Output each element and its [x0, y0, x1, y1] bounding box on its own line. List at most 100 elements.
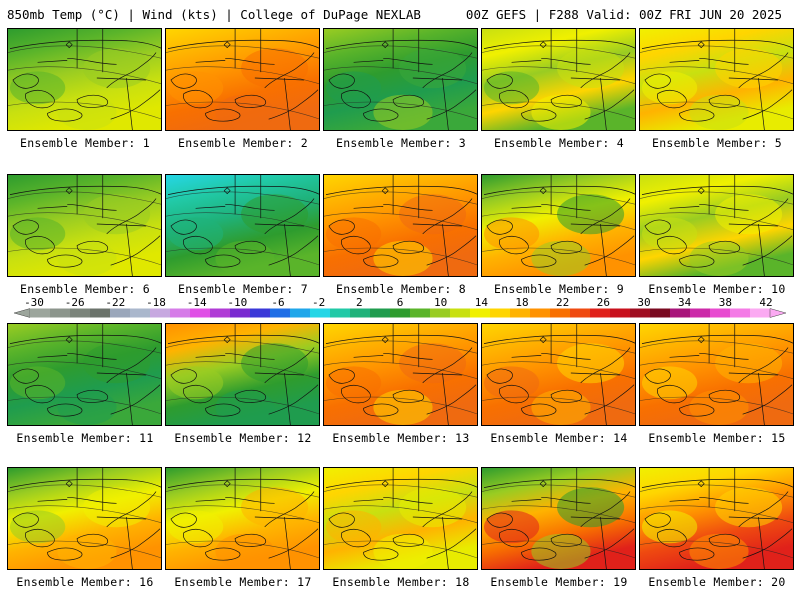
ensemble-member-label: Ensemble Member: 11: [16, 431, 154, 445]
colorbar-bin: [30, 308, 51, 318]
ensemble-map-panel: [165, 28, 320, 131]
colorbar-bin: [470, 308, 491, 318]
temperature-field-map: [482, 29, 635, 130]
colorbar-tick-label: 30: [637, 296, 651, 309]
ensemble-member-label: Ensemble Member: 19: [490, 575, 628, 589]
temperature-field-map: [8, 29, 161, 130]
colorbar-bin: [570, 308, 591, 318]
colorbar-bin: [690, 308, 711, 318]
colorbar-tick-label: -18: [146, 296, 166, 309]
ensemble-map-panel: [323, 467, 478, 570]
ensemble-map-panel: [165, 174, 320, 277]
colorbar-bin: [610, 308, 631, 318]
ensemble-map-panel: [481, 28, 636, 131]
ensemble-member-label: Ensemble Member: 3: [335, 136, 467, 150]
colorbar-tick-label: -6: [271, 296, 285, 309]
temperature-field-map: [640, 29, 793, 130]
ensemble-map-panel: [639, 28, 794, 131]
ensemble-map-panel: [7, 467, 162, 570]
ensemble-map-panel: [323, 323, 478, 426]
colorbar-tick-label: 6: [396, 296, 404, 309]
colorbar-bin: [730, 308, 751, 318]
colorbar-bin: [630, 308, 651, 318]
chart-title: 850mb Temp (°C) | Wind (kts) | College o…: [7, 7, 421, 22]
colorbar-bin: [330, 308, 351, 318]
temperature-field-map: [324, 324, 477, 425]
colorbar-bin: [650, 308, 671, 318]
temperature-field-map: [8, 324, 161, 425]
colorbar-bin: [310, 308, 331, 318]
colorbar-tick-label: 22: [556, 296, 570, 309]
ensemble-map-panel: [7, 174, 162, 277]
ensemble-member-label: Ensemble Member: 14: [490, 431, 628, 445]
ensemble-member-label: Ensemble Member: 16: [16, 575, 154, 589]
ensemble-member-label: Ensemble Member: 12: [174, 431, 312, 445]
colorbar-tick-label: 18: [515, 296, 529, 309]
colorbar-bin: [110, 308, 131, 318]
ensemble-map-panel: [165, 323, 320, 426]
colorbar-bin: [750, 308, 771, 318]
colorbar-bin: [250, 308, 271, 318]
ensemble-member-label: Ensemble Member: 17: [174, 575, 312, 589]
temperature-field-map: [8, 175, 161, 276]
temperature-field-map: [482, 175, 635, 276]
temperature-field-map: [166, 29, 319, 130]
colorbar-bin: [370, 308, 391, 318]
colorbar-tick-label: 2: [356, 296, 363, 309]
colorbar-bin: [430, 308, 451, 318]
colorbar-bin: [510, 308, 531, 318]
colorbar-tick-label: 38: [718, 296, 732, 309]
ensemble-member-label: Ensemble Member: 9: [493, 282, 625, 296]
colorbar-bin: [90, 308, 111, 318]
ensemble-member-label: Ensemble Member: 15: [648, 431, 786, 445]
valid-time-label: 00Z GEFS | F288 Valid: 00Z FRI JUN 20 20…: [465, 7, 782, 22]
temperature-field-map: [324, 468, 477, 569]
colorbar-bin: [70, 308, 91, 318]
colorbar-bin: [130, 308, 151, 318]
colorbar-bin: [450, 308, 471, 318]
temperature-field-map: [324, 175, 477, 276]
colorbar-tick-label: -30: [24, 296, 44, 309]
colorbar-bin: [390, 308, 411, 318]
colorbar-bin: [210, 308, 231, 318]
ensemble-member-label: Ensemble Member: 2: [177, 136, 309, 150]
temperature-field-map: [324, 29, 477, 130]
colorbar-tick-label: -26: [64, 296, 85, 309]
ensemble-member-label: Ensemble Member: 5: [651, 136, 783, 150]
colorbar-bin: [190, 308, 211, 318]
colorbar-bin: [550, 308, 571, 318]
colorbar-bin: [410, 308, 431, 318]
ensemble-map-panel: [323, 28, 478, 131]
temperature-field-map: [166, 324, 319, 425]
ensemble-member-label: Ensemble Member: 7: [177, 282, 309, 296]
ensemble-map-panel: [165, 467, 320, 570]
colorbar-bin: [170, 308, 191, 318]
ensemble-member-label: Ensemble Member: 1: [19, 136, 151, 150]
colorbar-bin: [290, 308, 311, 318]
ensemble-map-panel: [481, 174, 636, 277]
temperature-field-map: [166, 175, 319, 276]
colorbar-bin: [670, 308, 691, 318]
ensemble-map-panel: [7, 28, 162, 131]
colorbar-tick-label: -2: [312, 296, 326, 309]
colorbar-bin: [490, 308, 511, 318]
ensemble-map-panel: [7, 323, 162, 426]
colorbar-tick-label: 14: [474, 296, 488, 309]
colorbar-bin: [150, 308, 171, 318]
colorbar-arrow-left: [14, 308, 31, 318]
colorbar-tick-label: 26: [596, 296, 610, 309]
ensemble-member-label: Ensemble Member: 18: [332, 575, 470, 589]
ensemble-member-label: Ensemble Member: 8: [335, 282, 467, 296]
colorbar-bin: [530, 308, 551, 318]
temperature-colorbar: [14, 308, 786, 318]
colorbar-bin: [710, 308, 731, 318]
temperature-field-map: [640, 324, 793, 425]
ensemble-map-panel: [481, 323, 636, 426]
ensemble-member-label: Ensemble Member: 20: [648, 575, 786, 589]
colorbar-bin: [50, 308, 71, 318]
colorbar-bin: [350, 308, 371, 318]
temperature-field-map: [640, 175, 793, 276]
ensemble-member-label: Ensemble Member: 6: [19, 282, 151, 296]
colorbar-tick-label: 10: [434, 296, 448, 309]
temperature-field-map: [482, 468, 635, 569]
